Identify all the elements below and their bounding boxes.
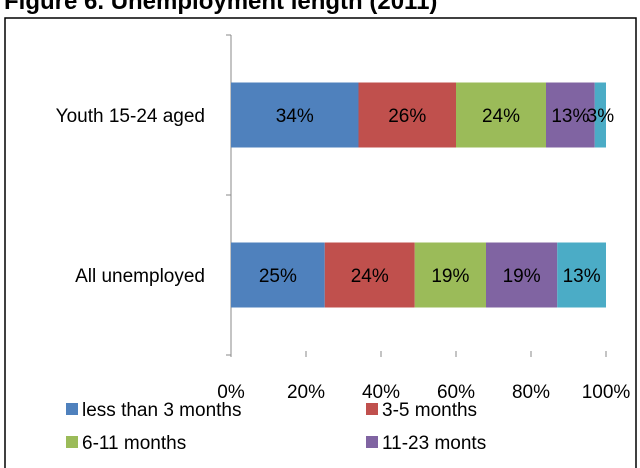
legend-label: less than 3 months [82, 400, 241, 421]
data-label: 13% [563, 266, 601, 287]
legend-label: 3-5 months [382, 400, 477, 421]
data-label: 34% [276, 106, 314, 127]
legend-swatch [66, 436, 78, 448]
legend-label: 11-23 monts [382, 433, 486, 454]
data-label: 13% [551, 106, 589, 127]
bar-segment [358, 82, 456, 148]
data-label: 19% [431, 266, 469, 287]
legend-swatch [366, 403, 378, 415]
bar-segment [594, 82, 606, 148]
bar-segment [456, 82, 546, 148]
legend-label: 6-11 months [82, 433, 186, 454]
x-tick-label: 100% [582, 382, 631, 403]
legend-swatch [366, 436, 378, 448]
x-tick-label: 0% [217, 382, 245, 403]
x-tick-label: 40% [362, 382, 400, 403]
chart-title: Figure 6. Unemployment length (2011) [4, 0, 437, 15]
legend-swatch [66, 403, 78, 415]
data-label: 24% [482, 106, 520, 127]
bar-segment [414, 242, 486, 308]
bar-segment [486, 242, 558, 308]
data-label: 26% [388, 106, 426, 127]
data-label: 25% [259, 266, 297, 287]
data-label: 24% [351, 266, 389, 287]
bar-segment [231, 242, 325, 308]
x-tick-label: 20% [287, 382, 325, 403]
x-tick-label: 80% [512, 382, 550, 403]
chart-frame [4, 17, 637, 468]
bar-segment [324, 242, 415, 308]
bar-segment [557, 242, 606, 308]
category-label: Youth 15-24 aged [56, 106, 205, 127]
data-label: 19% [503, 266, 541, 287]
category-label: All unemployed [75, 266, 205, 287]
x-tick-label: 60% [437, 382, 475, 403]
bar-segment [546, 82, 595, 148]
data-label: 3% [587, 106, 615, 127]
bar-segment [231, 82, 359, 148]
